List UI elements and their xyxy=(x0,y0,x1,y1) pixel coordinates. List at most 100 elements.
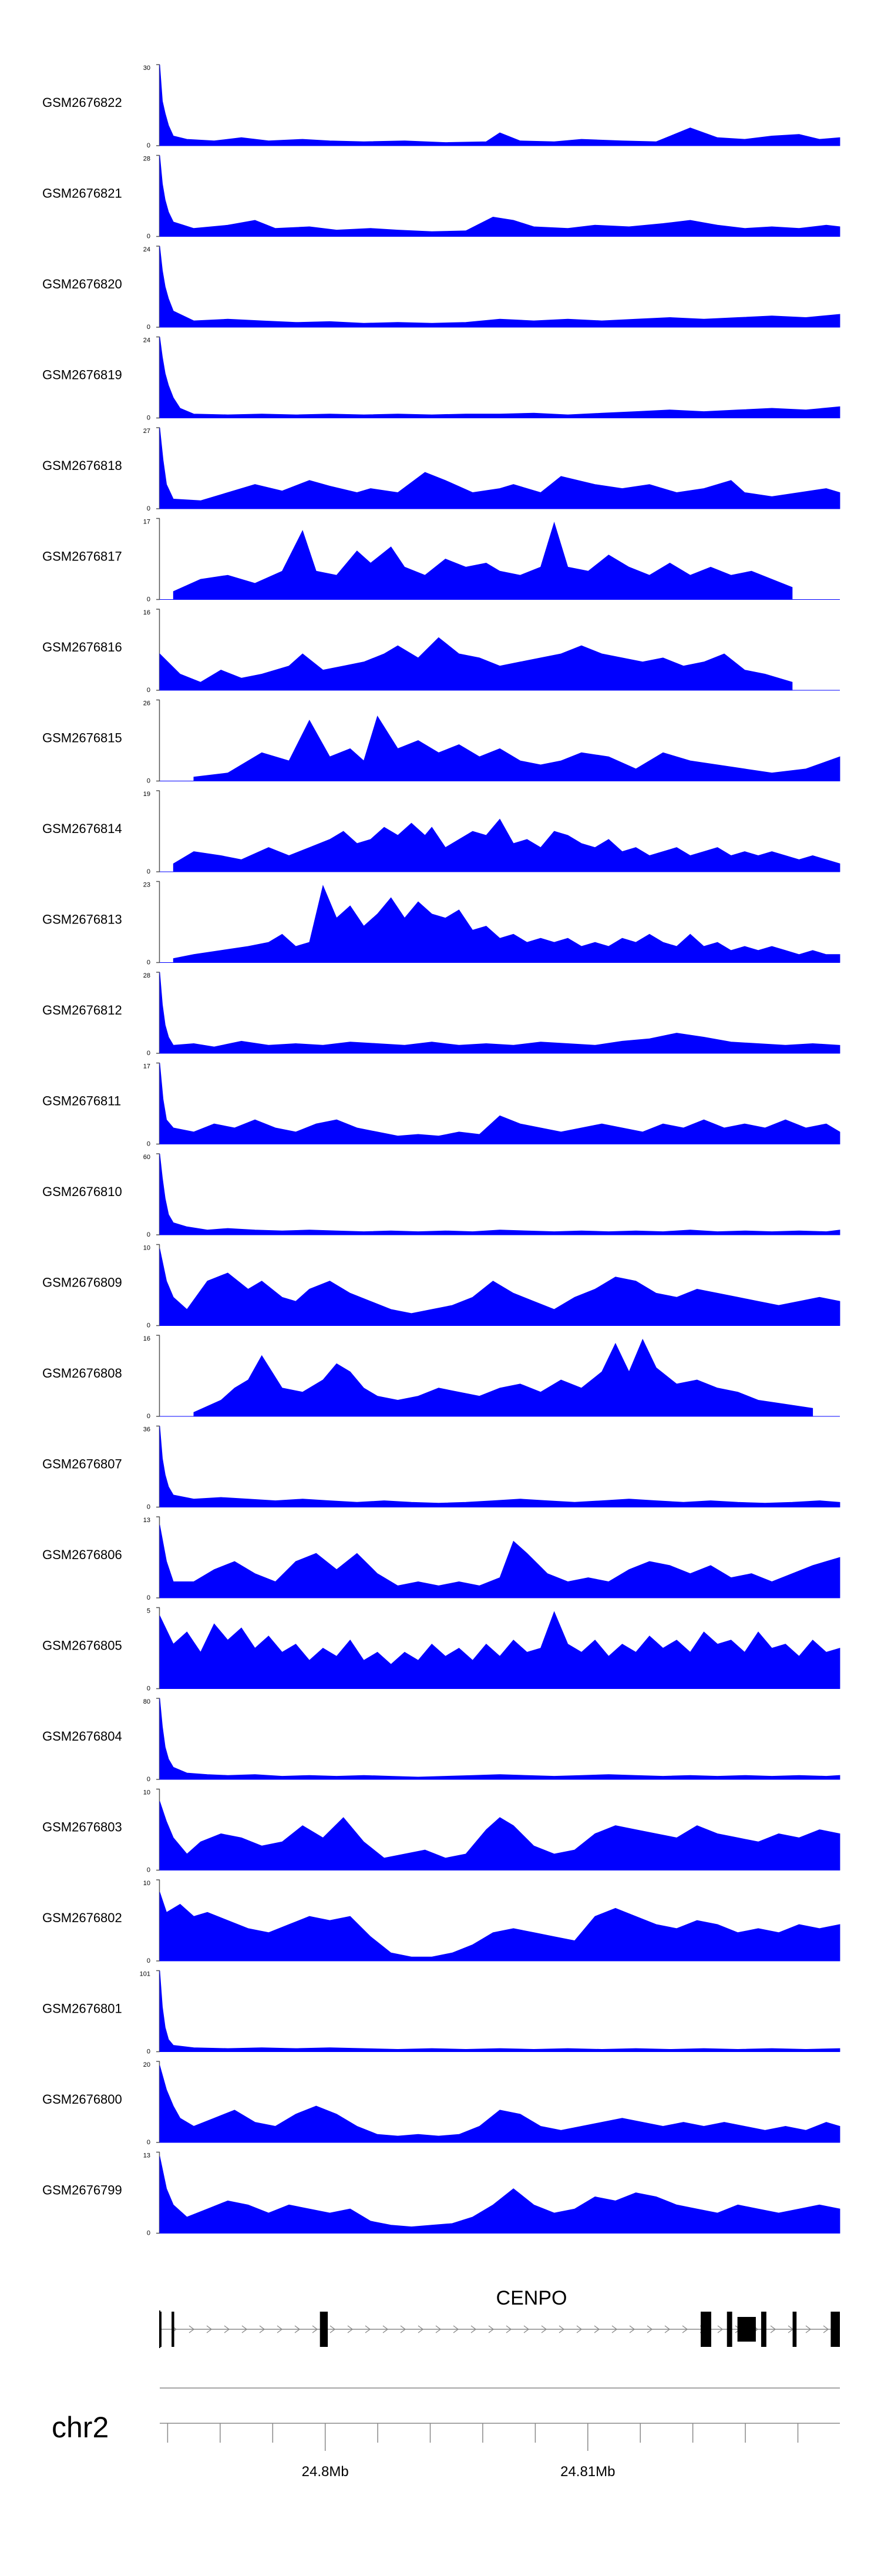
y-max-label: 36 xyxy=(143,1426,150,1433)
coverage-area xyxy=(173,522,793,600)
track-GSM2676810: GSM2676810 60 0 xyxy=(42,1153,840,1238)
strand-arrow-icon xyxy=(189,2325,195,2333)
strand-arrow-icon xyxy=(823,2325,829,2333)
coverage-area xyxy=(173,885,840,963)
track-label: GSM2676817 xyxy=(42,549,122,564)
tick-label: 24.81Mb xyxy=(560,2464,615,2480)
y-max-label: 17 xyxy=(143,519,150,526)
y-min-label: 0 xyxy=(147,778,150,785)
track-label: GSM2676819 xyxy=(42,368,122,382)
y-max-label: 10 xyxy=(143,1245,150,1252)
y-min-label: 0 xyxy=(147,1867,150,1874)
strand-arrow-icon xyxy=(312,2325,318,2333)
track-GSM2676808: GSM2676808 16 0 xyxy=(42,1335,840,1420)
coverage-area xyxy=(159,637,793,691)
exon xyxy=(701,2312,711,2347)
track-label: GSM2676800 xyxy=(42,2092,122,2107)
track-GSM2676804: GSM2676804 80 0 xyxy=(42,1698,840,1783)
track-GSM2676814: GSM2676814 19 0 xyxy=(42,790,840,875)
y-max-label: 27 xyxy=(143,428,150,435)
y-max-label: 80 xyxy=(143,1698,150,1705)
strand-arrow-icon xyxy=(347,2325,354,2333)
y-min-label: 0 xyxy=(147,1322,150,1329)
y-min-label: 0 xyxy=(147,2230,150,2237)
y-max-label: 23 xyxy=(143,882,150,889)
exon xyxy=(737,2317,756,2342)
strand-arrow-icon xyxy=(682,2325,688,2333)
y-min-label: 0 xyxy=(147,687,150,694)
strand-arrow-icon xyxy=(206,2325,213,2333)
strand-arrow-icon xyxy=(523,2325,530,2333)
track-GSM2676809: GSM2676809 10 0 xyxy=(42,1244,840,1329)
track-GSM2676821: GSM2676821 28 0 xyxy=(42,155,840,240)
y-min-label: 0 xyxy=(147,868,150,875)
y-min-label: 0 xyxy=(147,1776,150,1783)
strand-arrow-icon xyxy=(365,2325,371,2333)
y-min-label: 0 xyxy=(147,1504,150,1511)
strand-arrow-icon xyxy=(400,2325,406,2333)
coverage-area xyxy=(159,1611,840,1689)
strand-arrow-icon xyxy=(559,2325,565,2333)
track-label: GSM2676802 xyxy=(42,1910,122,1925)
coverage-area xyxy=(159,1892,840,1962)
y-max-label: 16 xyxy=(143,609,150,616)
strand-arrow-icon xyxy=(224,2325,230,2333)
coverage-area xyxy=(173,818,840,872)
strand-arrow-icon xyxy=(329,2325,336,2333)
coverage-area xyxy=(159,64,840,146)
y-max-label: 24 xyxy=(143,246,150,253)
coverage-area xyxy=(159,1698,840,1780)
track-GSM2676822: GSM2676822 30 0 xyxy=(42,64,840,149)
strand-arrow-icon xyxy=(418,2325,424,2333)
y-max-label: 19 xyxy=(143,791,150,798)
track-label: GSM2676803 xyxy=(42,1820,122,1835)
y-min-label: 0 xyxy=(147,596,150,603)
y-max-label: 13 xyxy=(143,2152,150,2159)
coverage-area xyxy=(159,337,840,418)
strand-arrow-icon xyxy=(576,2325,583,2333)
y-min-label: 0 xyxy=(147,1413,150,1420)
track-GSM2676817: GSM2676817 17 0 xyxy=(42,518,840,603)
tracks-layer: GSM2676822300GSM2676821280GSM2676820240G… xyxy=(42,64,840,2237)
strand-arrow-icon xyxy=(435,2325,442,2333)
y-max-label: 28 xyxy=(143,972,150,979)
y-min-label: 0 xyxy=(147,1685,150,1692)
coverage-area xyxy=(193,1338,813,1417)
track-GSM2676816: GSM2676816 16 0 xyxy=(42,609,840,694)
strand-arrow-icon xyxy=(382,2325,389,2333)
strand-arrow-icon xyxy=(770,2325,776,2333)
track-label: GSM2676809 xyxy=(42,1275,122,1290)
exon xyxy=(160,2312,162,2347)
track-GSM2676801: GSM2676801 101 0 xyxy=(42,1970,840,2056)
strand-arrow-icon xyxy=(647,2325,653,2333)
track-GSM2676819: GSM2676819 24 0 xyxy=(42,336,840,422)
strand-arrow-icon xyxy=(611,2325,618,2333)
strand-arrow-icon xyxy=(453,2325,459,2333)
y-min-label: 0 xyxy=(147,959,150,966)
y-max-label: 30 xyxy=(143,65,150,72)
track-label: GSM2676804 xyxy=(42,1729,122,1744)
track-label: GSM2676818 xyxy=(42,458,122,473)
track-label: GSM2676820 xyxy=(42,277,122,291)
coverage-area xyxy=(159,1248,840,1326)
y-max-label: 13 xyxy=(143,1517,150,1524)
y-min-label: 0 xyxy=(147,2139,150,2146)
track-label: GSM2676810 xyxy=(42,1184,122,1199)
track-GSM2676805: GSM2676805 5 0 xyxy=(42,1607,840,1692)
track-label: GSM2676821 xyxy=(42,186,122,201)
y-min-label: 0 xyxy=(147,505,150,512)
track-GSM2676807: GSM2676807 36 0 xyxy=(42,1425,840,1511)
strand-arrow-icon xyxy=(594,2325,600,2333)
strand-arrow-icon xyxy=(629,2325,635,2333)
track-label: GSM2676815 xyxy=(42,731,122,745)
track-label: GSM2676799 xyxy=(42,2183,122,2198)
strand-arrow-icon xyxy=(717,2325,724,2333)
gene-track: CENPO xyxy=(159,2287,840,2348)
coverage-area xyxy=(159,1970,840,2052)
track-label: GSM2676811 xyxy=(42,1094,121,1109)
y-max-label: 16 xyxy=(143,1335,150,1342)
track-GSM2676812: GSM2676812 28 0 xyxy=(42,972,840,1057)
y-min-label: 0 xyxy=(147,233,150,240)
exon xyxy=(320,2312,328,2347)
coverage-area xyxy=(159,1153,840,1235)
